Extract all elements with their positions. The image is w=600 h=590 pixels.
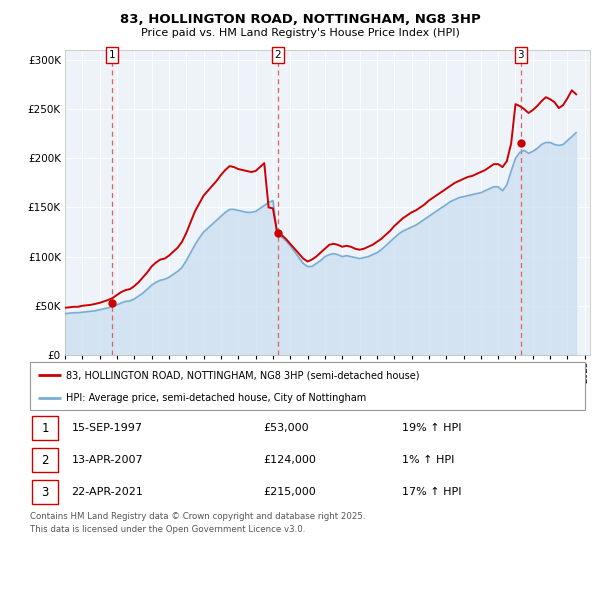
Text: HPI: Average price, semi-detached house, City of Nottingham: HPI: Average price, semi-detached house,…	[66, 393, 367, 403]
Text: 2: 2	[274, 50, 281, 60]
Text: 19% ↑ HPI: 19% ↑ HPI	[402, 423, 461, 433]
Text: 1% ↑ HPI: 1% ↑ HPI	[402, 455, 454, 465]
Text: £215,000: £215,000	[263, 487, 316, 497]
Text: 83, HOLLINGTON ROAD, NOTTINGHAM, NG8 3HP (semi-detached house): 83, HOLLINGTON ROAD, NOTTINGHAM, NG8 3HP…	[66, 371, 419, 381]
Text: 3: 3	[518, 50, 524, 60]
Bar	[32, 480, 58, 504]
Bar	[32, 448, 58, 472]
Text: 15-SEP-1997: 15-SEP-1997	[71, 423, 143, 433]
Text: Price paid vs. HM Land Registry's House Price Index (HPI): Price paid vs. HM Land Registry's House …	[140, 28, 460, 38]
Text: 13-APR-2007: 13-APR-2007	[71, 455, 143, 465]
Bar	[32, 416, 58, 440]
Text: £124,000: £124,000	[263, 455, 316, 465]
Text: 1: 1	[109, 50, 115, 60]
Text: £53,000: £53,000	[263, 423, 309, 433]
Text: 2: 2	[41, 454, 49, 467]
Text: 3: 3	[41, 486, 49, 499]
Text: 83, HOLLINGTON ROAD, NOTTINGHAM, NG8 3HP: 83, HOLLINGTON ROAD, NOTTINGHAM, NG8 3HP	[119, 13, 481, 26]
Text: 1: 1	[41, 421, 49, 434]
Text: 17% ↑ HPI: 17% ↑ HPI	[402, 487, 461, 497]
Text: 22-APR-2021: 22-APR-2021	[71, 487, 143, 497]
Text: Contains HM Land Registry data © Crown copyright and database right 2025.
This d: Contains HM Land Registry data © Crown c…	[30, 512, 365, 534]
